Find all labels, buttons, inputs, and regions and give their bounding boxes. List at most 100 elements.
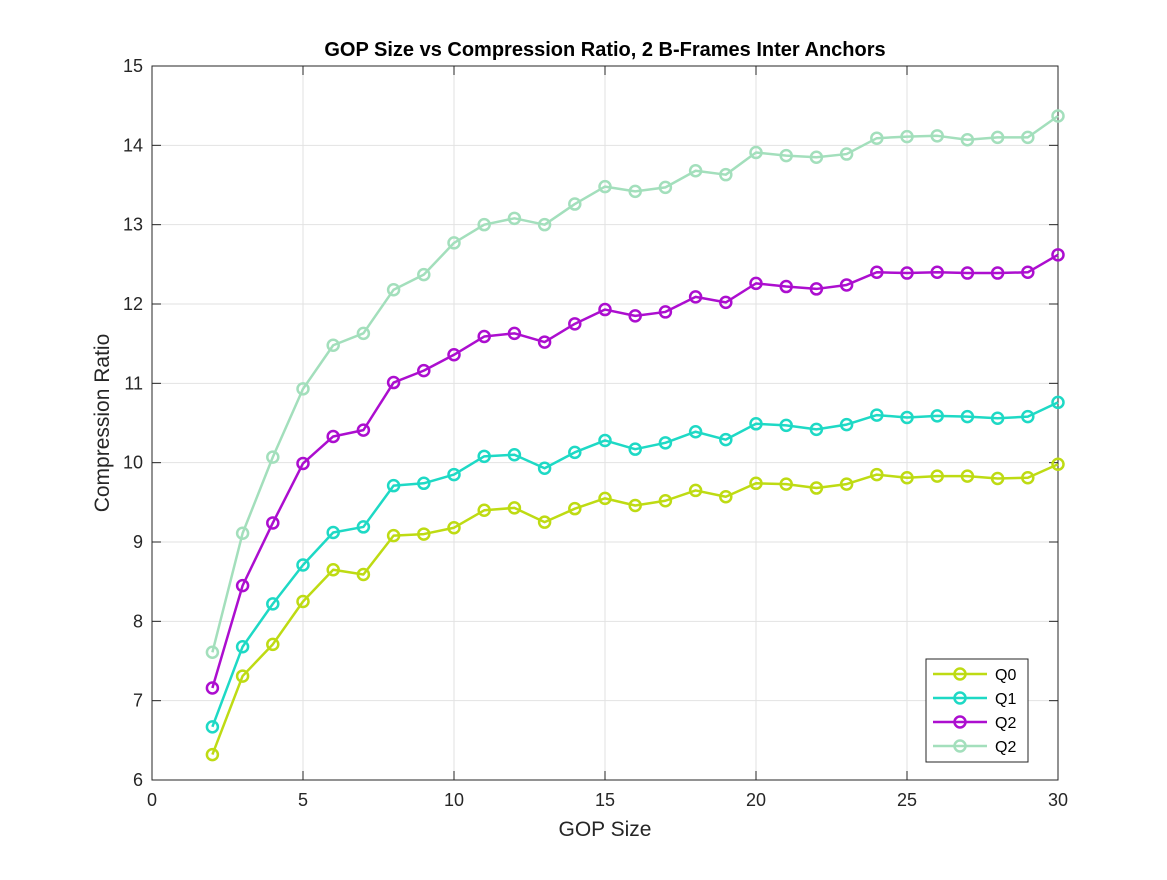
data-point-marker	[658, 180, 673, 195]
data-point-marker	[326, 429, 340, 444]
data-point-marker	[658, 305, 673, 319]
data-point-marker	[1021, 130, 1035, 145]
data-point-marker	[356, 567, 371, 582]
legend-entry: Q2	[933, 739, 1016, 756]
data-point-marker	[417, 527, 431, 541]
data-point-marker	[326, 525, 340, 540]
data-point-marker	[235, 639, 250, 654]
data-point-marker	[386, 478, 401, 493]
data-point-marker	[235, 526, 250, 541]
data-point-marker	[688, 483, 703, 498]
data-point-marker	[658, 493, 673, 508]
data-point-marker	[809, 422, 824, 437]
data-point-marker	[537, 461, 552, 475]
data-point-marker	[688, 424, 703, 439]
data-point-marker	[1051, 457, 1065, 472]
data-point-marker	[628, 498, 642, 513]
data-point-marker	[447, 236, 461, 250]
x-tick-label: 10	[444, 790, 464, 810]
legend-marker-swatch	[953, 667, 967, 681]
series-lines	[205, 109, 1065, 762]
data-point-marker	[356, 520, 371, 534]
data-point-marker	[568, 197, 582, 211]
data-point-marker	[839, 477, 854, 491]
data-point-marker	[990, 130, 1005, 145]
data-point-marker	[266, 637, 280, 652]
data-point-marker	[688, 163, 703, 178]
series-q0-0	[205, 457, 1065, 762]
data-point-marker	[1051, 109, 1065, 123]
data-point-marker	[719, 167, 733, 182]
legend-entry: Q0	[933, 667, 1016, 684]
data-point-marker	[870, 408, 884, 422]
data-point-marker	[809, 481, 824, 495]
legend-label: Q0	[995, 667, 1016, 684]
data-point-marker	[386, 528, 401, 543]
y-axis-title: Compression Ratio	[91, 334, 114, 513]
data-point-marker	[568, 445, 582, 460]
data-point-marker	[205, 681, 220, 695]
data-point-marker	[205, 645, 220, 660]
data-point-marker	[417, 476, 431, 491]
data-point-marker	[900, 266, 914, 280]
data-point-marker	[1021, 470, 1035, 485]
data-point-marker	[205, 747, 220, 762]
data-point-marker	[356, 326, 371, 341]
data-point-marker	[960, 266, 975, 280]
data-point-marker	[809, 282, 824, 296]
legend-marker-swatch	[953, 715, 967, 729]
series-line	[211, 253, 1059, 689]
data-point-marker	[779, 279, 793, 294]
legend-label: Q1	[995, 691, 1016, 708]
data-point-marker	[417, 267, 431, 282]
data-point-marker	[598, 491, 612, 506]
data-point-marker	[749, 417, 763, 431]
legend-entry: Q1	[933, 691, 1016, 708]
data-point-marker	[507, 326, 522, 341]
data-point-marker	[598, 179, 612, 194]
data-point-marker	[537, 335, 552, 349]
y-tick-label: 6	[133, 770, 143, 790]
data-point-marker	[809, 150, 824, 164]
data-point-marker	[839, 147, 854, 161]
data-point-marker	[779, 477, 793, 491]
data-point-marker	[235, 669, 250, 683]
data-point-marker	[296, 594, 310, 609]
data-point-marker	[628, 309, 642, 323]
data-point-marker	[417, 363, 431, 378]
x-axis-title: GOP Size	[559, 818, 652, 841]
y-tick-label: 14	[123, 135, 143, 155]
data-point-marker	[1021, 265, 1035, 280]
data-point-marker	[960, 133, 975, 147]
x-tick-label: 0	[147, 790, 157, 810]
data-point-marker	[839, 278, 854, 292]
data-point-marker	[930, 129, 944, 143]
data-point-marker	[900, 410, 914, 425]
data-point-marker	[749, 276, 763, 291]
y-tick-label: 13	[123, 215, 143, 235]
series-line	[211, 114, 1059, 653]
data-point-marker	[1051, 248, 1065, 262]
series-q2-2	[205, 248, 1065, 695]
data-point-marker	[447, 467, 461, 482]
data-point-marker	[930, 409, 944, 423]
data-point-marker	[779, 148, 793, 163]
data-point-marker	[900, 129, 914, 144]
data-point-marker	[326, 563, 340, 577]
axis-ticks: 0 5 10 15 20 25 30 6 7 8 9 10 11 12 13 14 15	[123, 56, 1068, 810]
data-point-marker	[719, 295, 733, 310]
x-tick-label: 30	[1048, 790, 1068, 810]
data-point-marker	[386, 282, 401, 297]
data-point-marker	[628, 184, 642, 199]
data-point-marker	[477, 449, 491, 464]
data-point-marker	[507, 211, 522, 226]
data-point-marker	[356, 423, 371, 437]
y-tick-label: 11	[124, 373, 143, 393]
data-point-marker	[628, 442, 642, 456]
y-tick-label: 7	[133, 691, 143, 711]
data-point-marker	[870, 265, 884, 280]
data-point-marker	[386, 375, 401, 390]
data-point-marker	[990, 471, 1005, 486]
x-tick-label: 15	[595, 790, 615, 810]
